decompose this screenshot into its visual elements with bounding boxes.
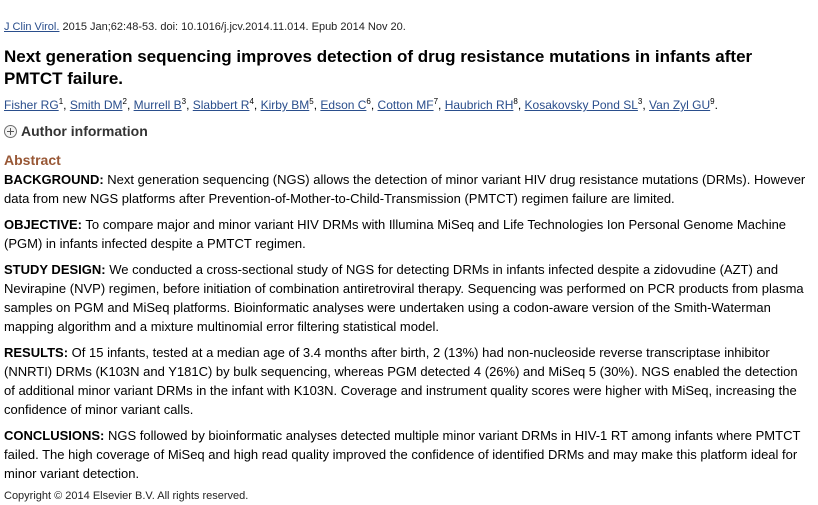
author-affiliation-number: 1	[58, 97, 64, 106]
author-link[interactable]: Cotton MF	[377, 98, 434, 112]
abstract-section-text: Of 15 infants, tested at a median age of…	[4, 345, 798, 417]
abstract-heading: Abstract	[4, 152, 61, 168]
author-link[interactable]: Van Zyl GU	[649, 98, 711, 112]
abstract-section-label: OBJECTIVE:	[4, 217, 83, 232]
author-affiliation-number: 9	[710, 97, 715, 106]
abstract-section-label: BACKGROUND:	[4, 172, 104, 187]
author-affiliation-number: 2	[122, 97, 127, 106]
author-affiliation-number: 3	[637, 97, 643, 106]
author-affiliation-number: 4	[249, 97, 254, 106]
author-affiliation-number: 8	[513, 97, 518, 106]
abstract-section-label: CONCLUSIONS:	[4, 428, 105, 443]
author-link[interactable]: Haubrich RH	[444, 98, 514, 112]
author-list: Fisher RG1, Smith DM2, Murrell B3, Slabb…	[4, 97, 718, 113]
copyright-notice: Copyright © 2014 Elsevier B.V. All right…	[4, 490, 249, 502]
abstract-section-text: Next generation sequencing (NGS) allows …	[4, 172, 806, 206]
abstract-section: BACKGROUND: Next generation sequencing (…	[4, 170, 812, 208]
author-information-toggle[interactable]: Author information	[4, 123, 148, 139]
abstract-section-label: RESULTS:	[4, 345, 69, 360]
article-title: Next generation sequencing improves dete…	[4, 47, 753, 88]
author-affiliation-number: 6	[366, 97, 371, 106]
plus-circle-icon[interactable]	[4, 124, 17, 138]
author-link[interactable]: Kirby BM	[260, 98, 310, 112]
author-link[interactable]: Fisher RG	[4, 98, 59, 112]
author-link[interactable]: Edson C	[320, 98, 367, 112]
abstract-section-label: STUDY DESIGN:	[4, 262, 106, 277]
citation-details: 2015 Jan;62:48-53. doi: 10.1016/j.jcv.20…	[59, 21, 406, 33]
journal-link[interactable]: J Clin Virol.	[4, 21, 60, 33]
abstract-section-text: To compare major and minor variant HIV D…	[4, 217, 787, 251]
abstract-section: STUDY DESIGN: We conducted a cross-secti…	[4, 260, 812, 336]
author-link[interactable]: Smith DM	[69, 98, 123, 112]
author-link[interactable]: Slabbert R	[192, 98, 250, 112]
author-link[interactable]: Kosakovsky Pond SL	[524, 98, 638, 112]
author-information-label: Author information	[21, 123, 148, 139]
abstract-section-text: We conducted a cross-sectional study of …	[4, 262, 804, 334]
abstract-section: RESULTS: Of 15 infants, tested at a medi…	[4, 343, 812, 419]
abstract-section-text: NGS followed by bioinformatic analyses d…	[4, 428, 801, 481]
author-link[interactable]: Murrell B	[133, 98, 182, 112]
abstract-section: OBJECTIVE: To compare major and minor va…	[4, 215, 812, 253]
abstract-section: CONCLUSIONS: NGS followed by bioinformat…	[4, 426, 812, 483]
author-affiliation-number: 3	[181, 97, 187, 106]
author-affiliation-number: 5	[309, 97, 314, 106]
citation-line: J Clin Virol. 2015 Jan;62:48-53. doi: 10…	[4, 21, 406, 33]
author-affiliation-number: 7	[433, 97, 439, 106]
abstract-body: BACKGROUND: Next generation sequencing (…	[4, 170, 812, 490]
